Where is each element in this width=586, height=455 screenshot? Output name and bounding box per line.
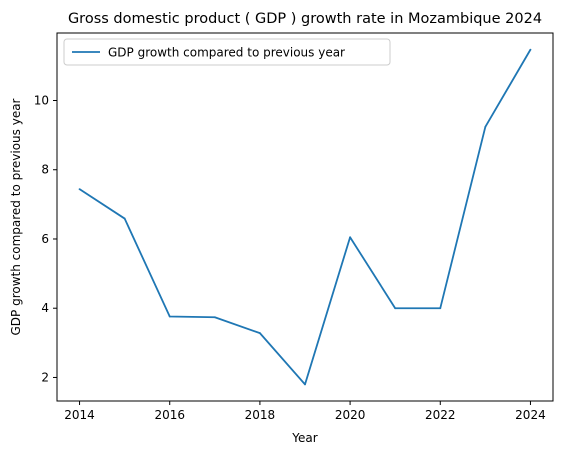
plot-area xyxy=(56,32,554,402)
data-point xyxy=(123,217,126,220)
y-axis-ticks: 2 4 6 8 10 xyxy=(34,94,57,384)
data-point xyxy=(259,332,261,335)
x-tick-label: 2022 xyxy=(425,408,456,422)
chart-title: Gross domestic product ( GDP ) growth ra… xyxy=(68,11,542,27)
x-tick-label: 2024 xyxy=(515,408,546,422)
series-layer xyxy=(78,48,532,386)
data-point xyxy=(529,48,532,51)
data-point xyxy=(484,125,487,128)
x-axis-ticks: 2014 2016 2018 2020 2022 2024 xyxy=(64,401,546,422)
data-point xyxy=(349,236,351,239)
y-axis-label: GDP growth compared to previous year xyxy=(9,98,23,335)
legend-box xyxy=(63,38,391,66)
legend: GDP growth compared to previous year xyxy=(63,38,391,66)
x-tick-label: 2020 xyxy=(335,408,366,422)
x-tick-label: 2016 xyxy=(154,408,185,422)
y-tick-label: 8 xyxy=(41,163,49,177)
data-point xyxy=(213,316,216,319)
data-point xyxy=(439,307,442,310)
y-tick-label: 2 xyxy=(41,370,49,384)
x-axis-label: Year xyxy=(291,431,317,445)
y-tick-label: 4 xyxy=(41,301,49,315)
y-tick-label: 10 xyxy=(34,94,49,108)
y-tick-label: 6 xyxy=(41,232,49,246)
data-point xyxy=(304,383,306,386)
legend-label: GDP growth compared to previous year xyxy=(108,46,345,60)
data-point xyxy=(168,315,171,318)
data-point xyxy=(394,307,397,310)
x-tick-label: 2018 xyxy=(245,408,276,422)
data-point xyxy=(78,188,81,191)
x-tick-label: 2014 xyxy=(64,408,95,422)
